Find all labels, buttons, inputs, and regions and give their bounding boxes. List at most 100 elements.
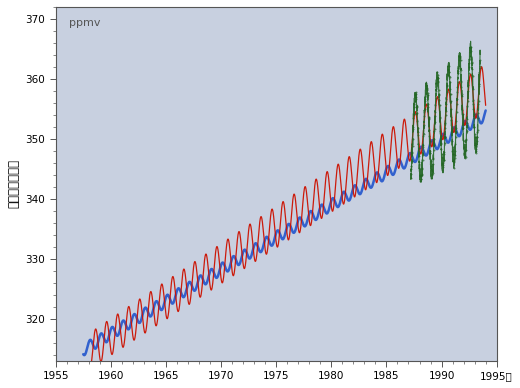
Point xyxy=(454,57,463,64)
Point xyxy=(434,78,442,85)
Point xyxy=(446,74,454,80)
Point xyxy=(437,146,446,152)
Point xyxy=(464,70,473,76)
Point xyxy=(425,138,434,144)
Point xyxy=(463,120,471,126)
Point xyxy=(419,142,427,148)
Point xyxy=(422,83,430,89)
Point xyxy=(425,115,433,121)
Point xyxy=(427,166,435,173)
Point xyxy=(410,111,418,117)
Point xyxy=(444,66,452,72)
Point xyxy=(426,150,435,156)
Point xyxy=(448,128,456,134)
Point xyxy=(445,69,453,76)
Point xyxy=(470,115,478,121)
Point xyxy=(413,118,422,124)
Point xyxy=(430,142,438,148)
Point xyxy=(456,53,464,59)
Point xyxy=(457,67,465,73)
Point xyxy=(412,91,420,97)
Point xyxy=(413,125,422,131)
Point xyxy=(415,159,423,165)
Point xyxy=(438,164,447,170)
Point xyxy=(432,80,440,86)
Point xyxy=(414,145,423,151)
Point xyxy=(472,146,480,152)
Point xyxy=(434,75,443,81)
Point xyxy=(458,111,466,117)
Point xyxy=(470,111,478,117)
Point xyxy=(452,129,460,135)
Point xyxy=(470,124,478,130)
Point xyxy=(435,97,444,103)
Point xyxy=(457,78,465,84)
Point xyxy=(423,89,432,95)
Point xyxy=(425,127,433,133)
Point xyxy=(473,138,481,144)
Point xyxy=(476,57,484,63)
Point xyxy=(461,155,469,161)
Point xyxy=(468,72,476,78)
Point xyxy=(411,94,419,100)
Point xyxy=(441,120,450,126)
Point xyxy=(427,175,435,181)
Point xyxy=(430,135,438,142)
Point xyxy=(461,148,469,154)
Point xyxy=(476,63,484,69)
Point xyxy=(416,171,424,178)
Point xyxy=(419,152,427,158)
Point xyxy=(439,157,448,163)
Point xyxy=(441,125,449,131)
Point xyxy=(453,89,461,95)
Point xyxy=(412,89,420,95)
Point xyxy=(419,144,427,150)
Point xyxy=(452,109,461,115)
Point xyxy=(472,143,480,149)
Point xyxy=(439,162,447,168)
Point xyxy=(469,73,477,80)
Point xyxy=(408,140,417,147)
Point xyxy=(449,157,458,163)
Point xyxy=(446,91,454,97)
Point xyxy=(408,158,416,164)
Point xyxy=(459,137,467,143)
Point xyxy=(413,110,421,116)
Point xyxy=(472,147,480,154)
Point xyxy=(458,107,466,113)
Point xyxy=(414,152,423,159)
Point xyxy=(440,133,449,140)
Point xyxy=(430,147,438,153)
Point xyxy=(415,165,424,171)
Point xyxy=(447,114,456,120)
Point xyxy=(467,60,476,66)
Point xyxy=(423,85,431,91)
Point xyxy=(462,128,471,135)
Point xyxy=(435,102,444,108)
Point xyxy=(431,109,439,115)
Point xyxy=(423,94,432,100)
Point xyxy=(443,83,451,89)
Point xyxy=(408,149,416,156)
Point xyxy=(448,139,457,145)
Point xyxy=(408,143,417,149)
Point xyxy=(473,134,482,140)
Point xyxy=(466,44,475,50)
Point xyxy=(448,144,457,150)
Point xyxy=(474,127,482,133)
Point xyxy=(469,86,477,92)
Point xyxy=(410,100,419,107)
Point xyxy=(451,152,459,158)
Point xyxy=(420,113,428,120)
Point xyxy=(450,159,458,165)
Point xyxy=(420,122,428,128)
Point xyxy=(417,176,425,182)
Point xyxy=(464,88,472,94)
Point xyxy=(439,160,447,166)
Point xyxy=(464,81,472,88)
Point xyxy=(435,91,443,97)
Point xyxy=(459,125,467,131)
Point xyxy=(418,166,426,172)
Point xyxy=(427,167,436,173)
Point xyxy=(459,111,467,117)
